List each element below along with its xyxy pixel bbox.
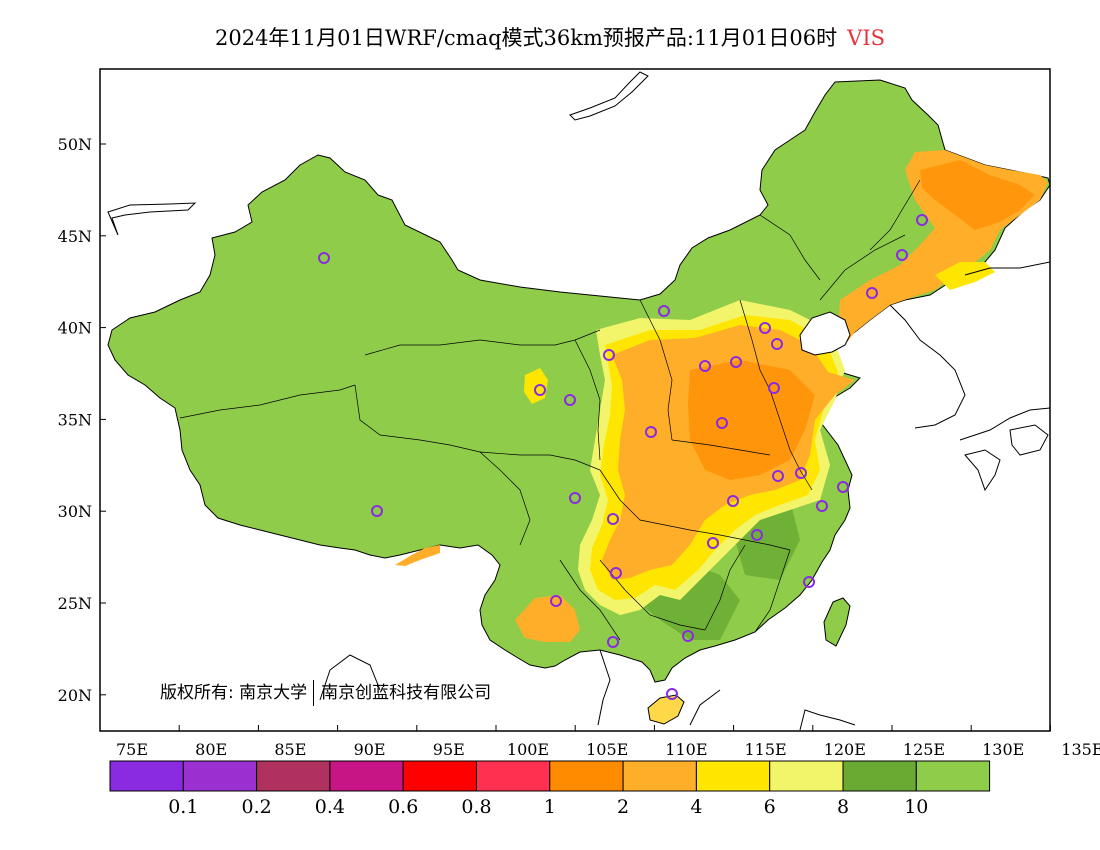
lon-label: 80E — [195, 740, 227, 759]
legend-label: 8 — [837, 796, 849, 818]
station-marker — [866, 287, 878, 299]
hainan-island — [647, 694, 685, 725]
lat-label: 20N — [58, 686, 92, 705]
lat-label: 35N — [58, 410, 92, 429]
station-marker — [607, 636, 619, 648]
station-marker — [771, 338, 783, 350]
legend-swatch — [915, 760, 991, 792]
copyright-notice: 版权所有: 南京大学 南京创蓝科技有限公司 — [160, 678, 491, 706]
lon-label: 120E — [824, 740, 866, 759]
legend-swatch — [329, 760, 404, 792]
station-marker — [682, 630, 694, 642]
station-marker — [727, 495, 739, 507]
station-markers — [318, 214, 928, 700]
lon-label: 85E — [274, 740, 306, 759]
legend-label: 1 — [544, 796, 556, 818]
station-marker — [699, 360, 711, 372]
lon-label: 100E — [507, 740, 549, 759]
bohai-sea — [799, 311, 851, 356]
station-marker — [730, 356, 742, 368]
lat-label: 45N — [58, 227, 92, 246]
station-marker — [569, 492, 581, 504]
station-marker — [816, 500, 828, 512]
lon-label: 135E — [1061, 740, 1100, 759]
legend-label: 0.6 — [388, 796, 418, 818]
copyright-suffix: 南京创蓝科技有限公司 — [321, 683, 492, 703]
station-marker — [645, 426, 657, 438]
lon-label: 130E — [982, 740, 1024, 759]
legend-swatch — [695, 760, 771, 792]
legend-label: 4 — [690, 796, 702, 818]
legend-swatch — [182, 760, 258, 792]
station-marker — [318, 252, 330, 264]
lon-label: 105E — [586, 740, 628, 759]
variable-label: VIS — [847, 26, 886, 50]
legend-swatch — [622, 760, 697, 792]
legend-label: 6 — [764, 796, 776, 818]
station-marker — [896, 249, 908, 261]
lon-label: 125E — [903, 740, 945, 759]
station-marker — [666, 688, 678, 700]
legend-swatch — [402, 760, 478, 792]
station-marker — [564, 394, 576, 406]
station-marker — [768, 382, 780, 394]
station-marker — [550, 595, 562, 607]
legend-label: 10 — [904, 796, 928, 818]
longitude-axis: 75E 80E 85E 90E 95E 100E 105E 110E 115E 120E 125E 1… — [99, 725, 1100, 759]
legend-label: 2 — [617, 796, 629, 818]
map-title: 2024年11月01日WRF/cmaq模式36km预报产品:11月01日06时 V… — [0, 22, 1100, 52]
station-marker — [916, 214, 928, 226]
legend-swatch — [842, 760, 917, 792]
station-marker — [803, 576, 815, 588]
lat-label: 40N — [58, 319, 92, 338]
legend-label: 0.2 — [241, 796, 271, 818]
station-marker — [534, 384, 546, 396]
legend-swatch — [109, 760, 184, 792]
legend-swatch — [549, 760, 624, 792]
station-marker — [716, 417, 728, 429]
color-legend: 0.1 0.2 0.4 0.6 0.8 1 2 4 6 8 10 — [109, 760, 991, 818]
station-marker — [707, 537, 719, 549]
lon-label: 90E — [354, 740, 386, 759]
taiwan-island — [823, 597, 851, 647]
station-marker — [772, 470, 784, 482]
copyright-prefix: 版权所有: 南京大学 — [160, 683, 308, 703]
lon-label: 75E — [116, 740, 148, 759]
lat-label: 50N — [58, 135, 92, 154]
legend-swatch — [769, 760, 844, 792]
lat-label: 25N — [58, 594, 92, 613]
legend-label: 0.8 — [461, 796, 491, 818]
latitude-axis: 50N 45N 40N 35N 30N 25N 20N — [58, 135, 106, 705]
station-marker — [603, 349, 615, 361]
legend-label: 0.1 — [168, 796, 198, 818]
map-content — [107, 71, 1050, 731]
station-marker — [795, 467, 807, 479]
province-boundaries — [179, 179, 921, 641]
lon-label: 95E — [433, 740, 465, 759]
station-marker — [759, 322, 771, 334]
station-marker — [751, 529, 763, 541]
copyright-separator — [313, 680, 315, 706]
station-marker — [610, 567, 622, 579]
legend-swatch — [256, 760, 331, 792]
station-marker — [837, 481, 849, 493]
lat-label: 30N — [58, 502, 92, 521]
legend-label: 0.4 — [315, 796, 345, 818]
legend-swatch — [476, 760, 551, 792]
station-marker — [371, 505, 383, 517]
station-marker — [658, 305, 670, 317]
lon-label: 115E — [744, 740, 786, 759]
station-marker — [607, 513, 619, 525]
lon-label: 110E — [665, 740, 707, 759]
neighbour-outlines — [107, 71, 1050, 731]
title-text: 2024年11月01日WRF/cmaq模式36km预报产品:11月01日06时 — [214, 26, 838, 50]
